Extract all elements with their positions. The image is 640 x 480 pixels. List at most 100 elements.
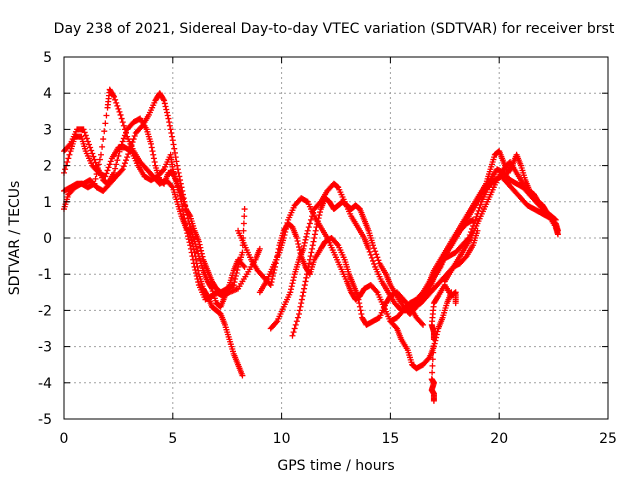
data-point <box>148 140 155 147</box>
series-trace-13 <box>428 282 459 404</box>
data-point <box>167 126 174 133</box>
data-point <box>334 241 341 248</box>
data-point <box>293 235 300 241</box>
data-point <box>198 250 205 257</box>
y-tick-label: -3 <box>38 340 52 356</box>
data-point <box>299 292 306 299</box>
data-point <box>294 314 301 321</box>
x-tick-label: 25 <box>599 431 617 447</box>
data-point <box>289 280 296 287</box>
grid-lines <box>64 57 608 419</box>
x-tick-label: 20 <box>490 431 508 447</box>
data-point <box>234 266 241 273</box>
data-point <box>99 143 106 150</box>
data-point <box>113 161 120 168</box>
data-point <box>303 271 310 278</box>
data-point <box>121 126 128 133</box>
data-point <box>101 128 108 135</box>
y-tick-label: -2 <box>38 303 52 319</box>
data-point <box>420 321 427 328</box>
data-point <box>313 224 320 231</box>
data-point <box>103 112 110 119</box>
data-point <box>129 139 136 146</box>
data-point <box>124 154 131 161</box>
data-point <box>169 137 176 144</box>
data-point <box>163 106 170 113</box>
data-point <box>282 228 289 235</box>
data-point <box>111 93 118 100</box>
data-point <box>118 167 125 174</box>
data-point <box>102 173 109 180</box>
data-point <box>90 153 97 160</box>
data-point <box>89 150 96 157</box>
data-point <box>199 253 206 260</box>
data-point <box>65 155 72 162</box>
data-point <box>472 216 479 223</box>
data-point <box>194 263 201 270</box>
data-point <box>375 257 382 264</box>
x-axis-ticks: 0 5 10 15 20 25 <box>60 57 617 447</box>
data-point <box>256 245 263 252</box>
data-point <box>430 342 437 349</box>
data-point <box>294 238 301 245</box>
data-point <box>164 112 171 119</box>
data-point <box>284 219 291 226</box>
y-tick-label: -1 <box>38 267 52 283</box>
x-axis-label: GPS time / hours <box>277 458 394 474</box>
data-point <box>193 256 200 263</box>
data-point <box>312 227 319 234</box>
data-point <box>80 126 87 133</box>
data-point <box>369 257 376 264</box>
data-point <box>123 130 130 137</box>
data-point <box>476 204 483 211</box>
data-point <box>280 235 287 241</box>
data-point <box>123 157 130 164</box>
data-point <box>148 144 155 151</box>
data-point <box>289 332 296 339</box>
data-point <box>309 245 316 252</box>
data-point <box>356 303 363 310</box>
data-point <box>418 320 425 327</box>
data-point <box>304 227 311 234</box>
data-point <box>131 133 138 140</box>
data-point <box>296 244 303 251</box>
data-point <box>310 238 317 245</box>
data-point <box>239 372 246 379</box>
data-point <box>113 99 120 106</box>
data-point <box>119 166 126 173</box>
data-point <box>371 245 378 252</box>
data-point <box>303 230 310 237</box>
series-trace-11 <box>420 173 557 303</box>
chart-title: Day 238 of 2021, Sidereal Day-to-day VTE… <box>54 21 615 37</box>
data-point <box>308 249 315 256</box>
data-point <box>151 158 158 165</box>
data-point <box>102 120 109 127</box>
data-point <box>97 151 104 158</box>
data-point <box>149 148 156 155</box>
data-point <box>119 138 126 145</box>
data-point <box>171 149 178 156</box>
data-point <box>115 105 122 112</box>
data-point <box>106 161 113 168</box>
data-point <box>170 141 177 148</box>
data-point <box>100 136 107 143</box>
data-point <box>365 245 372 252</box>
x-tick-label: 5 <box>168 431 177 447</box>
data-point <box>306 260 313 267</box>
data-point <box>112 165 119 172</box>
data-point <box>111 169 118 176</box>
data-point <box>161 100 168 107</box>
data-point <box>138 123 145 130</box>
y-tick-label: 4 <box>43 86 52 102</box>
data-point <box>296 307 303 314</box>
data-point <box>477 201 484 208</box>
data-point <box>309 242 316 249</box>
data-point <box>372 248 379 255</box>
data-point <box>120 163 127 170</box>
data-point <box>429 362 436 369</box>
x-tick-label: 10 <box>273 431 291 447</box>
data-point <box>358 311 365 318</box>
data-point <box>554 231 561 238</box>
data-point <box>303 233 310 240</box>
